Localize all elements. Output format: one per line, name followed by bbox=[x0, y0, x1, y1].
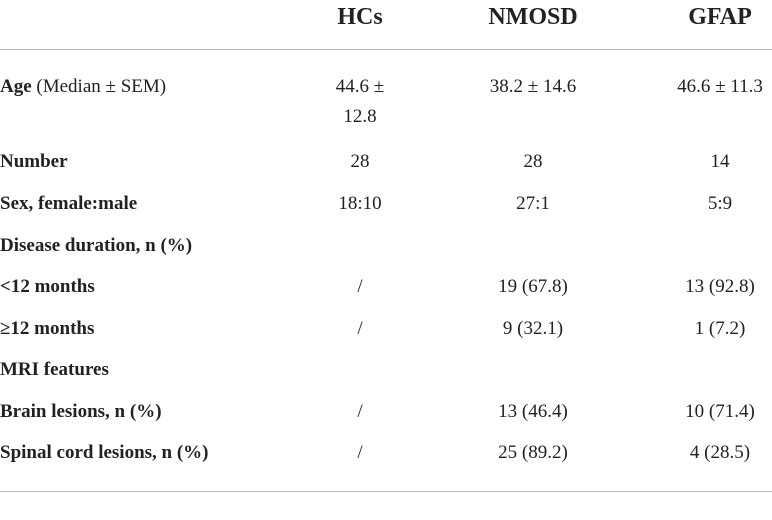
row-label-text: Age bbox=[0, 76, 32, 97]
row-label: ≥12 months bbox=[0, 314, 225, 344]
section-label: MRI features bbox=[0, 355, 400, 385]
row-label-note: (Median ± SEM) bbox=[36, 76, 167, 97]
table-cell: 28 bbox=[350, 151, 370, 172]
table-cell: 44.6 ± 12.8 bbox=[335, 76, 385, 127]
table-cell: / bbox=[357, 276, 363, 297]
table-cell: 27:1 bbox=[516, 193, 550, 214]
column-header: NMOSD bbox=[488, 4, 578, 30]
row-label-text: MRI features bbox=[0, 359, 109, 380]
header-rule bbox=[0, 49, 772, 50]
table-cell: 25 (89.2) bbox=[498, 442, 568, 463]
table-cell: 13 (92.8) bbox=[685, 276, 755, 297]
table-cell: / bbox=[357, 442, 363, 463]
table-cell: 13 (46.4) bbox=[498, 401, 568, 422]
section-label: Disease duration, n (%) bbox=[0, 231, 400, 261]
table-cell: 38.2 ± 14.6 bbox=[489, 76, 577, 97]
row-label: Age (Median ± SEM) bbox=[0, 72, 225, 102]
bottom-rule bbox=[0, 491, 772, 492]
table-cell: 19 (67.8) bbox=[498, 276, 568, 297]
table-cell: 10 (71.4) bbox=[685, 401, 755, 422]
row-label-text: Spinal cord lesions, n (%) bbox=[0, 442, 209, 463]
table-cell: 18:10 bbox=[338, 193, 382, 214]
row-label: <12 months bbox=[0, 272, 225, 302]
row-label-text: <12 months bbox=[0, 276, 95, 297]
table-cell: 5:9 bbox=[707, 193, 733, 214]
row-label: Spinal cord lesions, n (%) bbox=[0, 438, 225, 468]
row-label-text: Number bbox=[0, 151, 68, 172]
row-label-text: ≥12 months bbox=[0, 318, 95, 339]
table-cell: 4 (28.5) bbox=[689, 442, 751, 463]
table-cell: / bbox=[357, 401, 363, 422]
table-cell: 46.6 ± 11.3 bbox=[677, 76, 763, 97]
column-header: HCs bbox=[337, 4, 383, 30]
row-label: Brain lesions, n (%) bbox=[0, 397, 225, 427]
row-label-text: Disease duration, n (%) bbox=[0, 235, 193, 256]
table-cell: 14 bbox=[710, 151, 730, 172]
column-header: GFAP bbox=[688, 4, 752, 30]
table-cell: 9 (32.1) bbox=[502, 318, 564, 339]
row-label: Number bbox=[0, 147, 225, 177]
row-label-text: Sex, female:male bbox=[0, 193, 138, 214]
table-cell: 1 (7.2) bbox=[694, 318, 746, 339]
table-cell: 28 bbox=[523, 151, 543, 172]
table-cell: / bbox=[357, 318, 363, 339]
row-label-text: Brain lesions, n (%) bbox=[0, 401, 162, 422]
row-label: Sex, female:male bbox=[0, 189, 225, 219]
